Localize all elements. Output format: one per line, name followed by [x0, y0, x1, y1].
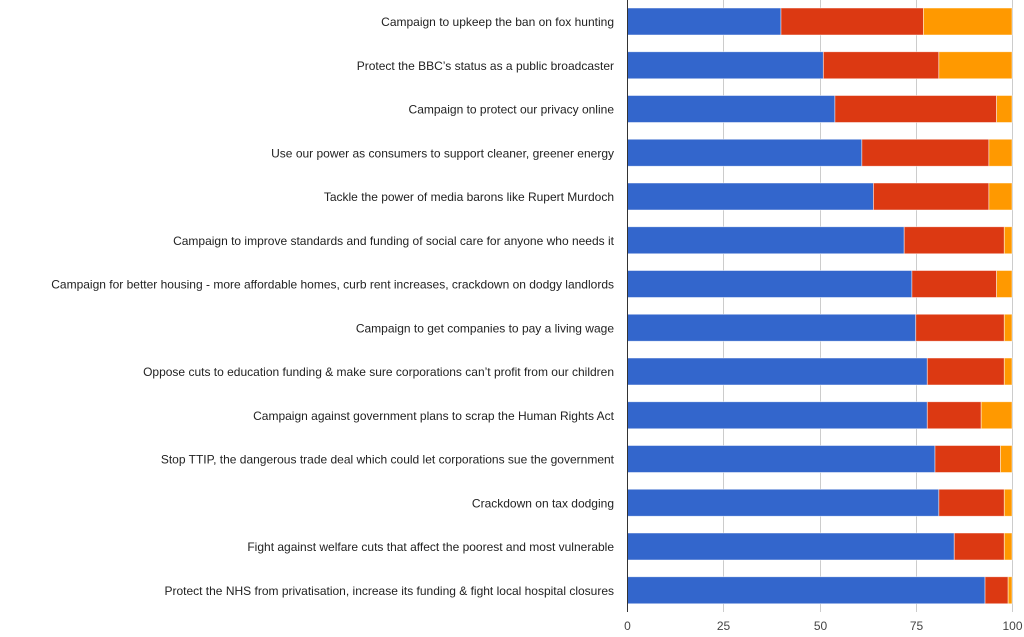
bar-segment-series-2[interactable]: Campaign against government plans to scr… [926, 401, 982, 430]
bar-segment-series-1[interactable]: Campaign to upkeep the ban on fox huntin… [626, 7, 782, 36]
category-label: Tackle the power of media barons like Ru… [324, 190, 614, 204]
bar-segment-series-2[interactable]: Crackdown on tax dodging — Series 2: 17 [938, 488, 1005, 517]
category-label: Campaign to get companies to pay a livin… [356, 321, 614, 335]
category-label: Protect the BBC’s status as a public bro… [357, 59, 614, 73]
category-label: Campaign to improve standards and fundin… [173, 234, 615, 248]
bar-segment-series-3[interactable]: Fight against welfare cuts that affect t… [1003, 532, 1013, 561]
category-label: Use our power as consumers to support cl… [271, 146, 614, 160]
bar-segment-series-3[interactable]: Oppose cuts to education funding & make … [1003, 357, 1013, 386]
bar-segment-series-1[interactable]: Use our power as consumers to support cl… [626, 138, 863, 167]
category-label: Crackdown on tax dodging [472, 496, 614, 510]
x-tick-label: 25 [717, 619, 731, 633]
category-label: Fight against welfare cuts that affect t… [247, 540, 614, 554]
bar-segment-series-3[interactable]: Protect the NHS from privatisation, incr… [1007, 576, 1013, 605]
bar-segment-series-3[interactable]: Campaign to improve standards and fundin… [1003, 226, 1013, 255]
category-label: Campaign against government plans to scr… [253, 409, 615, 423]
bar-segment-series-3[interactable]: Campaign to protect our privacy online —… [996, 95, 1013, 123]
bar-segment-series-2[interactable]: Campaign to improve standards and fundin… [903, 226, 1005, 255]
bar-segment-series-1[interactable]: Campaign for better housing - more affor… [626, 270, 913, 298]
category-label: Stop TTIP, the dangerous trade deal whic… [161, 453, 615, 467]
bars: Campaign to upkeep the ban on fox huntin… [626, 7, 1013, 605]
bar-segment-series-2[interactable]: Fight against welfare cuts that affect t… [953, 532, 1005, 561]
bar-segment-series-2[interactable]: Stop TTIP, the dangerous trade deal whic… [934, 445, 1001, 473]
bar-segment-series-3[interactable]: Stop TTIP, the dangerous trade deal whic… [1000, 445, 1013, 473]
bar-segment-series-1[interactable]: Campaign to improve standards and fundin… [626, 226, 905, 255]
x-tick-label: 0 [624, 619, 631, 633]
bar-segment-series-3[interactable]: Use our power as consumers to support cl… [988, 138, 1013, 167]
bar-segment-series-1[interactable]: Campaign to get companies to pay a livin… [626, 313, 917, 342]
bar-segment-series-2[interactable]: Use our power as consumers to support cl… [861, 138, 990, 167]
bar-segment-series-1[interactable]: Stop TTIP, the dangerous trade deal whic… [626, 445, 936, 473]
category-label: Oppose cuts to education funding & make … [143, 365, 614, 379]
bar-segment-series-3[interactable]: Campaign for better housing - more affor… [996, 270, 1013, 298]
bar-segment-series-1[interactable]: Crackdown on tax dodging — Series 1: 81 [626, 488, 940, 517]
bar-segment-series-3[interactable]: Crackdown on tax dodging — Series 3: 2 [1003, 488, 1013, 517]
category-label: Campaign to upkeep the ban on fox huntin… [381, 15, 614, 29]
bar-segment-series-3[interactable]: Protect the BBC’s status as a public bro… [938, 51, 1013, 80]
bar-segment-series-2[interactable]: Tackle the power of media barons like Ru… [873, 182, 990, 211]
bar-segment-series-3[interactable]: Campaign to upkeep the ban on fox huntin… [923, 7, 1013, 36]
bar-segment-series-1[interactable]: Fight against welfare cuts that affect t… [626, 532, 955, 561]
bar-segment-series-1[interactable]: Campaign against government plans to scr… [626, 401, 928, 430]
x-axis-ticks: 0 25 50 75 100 [624, 619, 1023, 633]
bar-segment-series-3[interactable]: Campaign against government plans to scr… [980, 401, 1013, 430]
bar-segment-series-1[interactable]: Protect the NHS from privatisation, incr… [626, 576, 986, 605]
bar-segment-series-2[interactable]: Campaign to protect our privacy online —… [834, 95, 998, 123]
bar-segment-series-1[interactable]: Oppose cuts to education funding & make … [626, 357, 928, 386]
category-labels: Campaign to upkeep the ban on fox huntin… [51, 15, 614, 598]
x-tick-label: 100 [1002, 619, 1022, 633]
bar-segment-series-2[interactable]: Protect the NHS from privatisation, incr… [984, 576, 1009, 605]
x-tick-label: 50 [814, 619, 828, 633]
x-tick-label: 75 [910, 619, 924, 633]
bar-segment-series-2[interactable]: Campaign to get companies to pay a livin… [915, 313, 1005, 342]
category-label: Protect the NHS from privatisation, incr… [164, 584, 614, 598]
category-label: Campaign for better housing - more affor… [51, 278, 614, 292]
bar-segment-series-3[interactable]: Tackle the power of media barons like Ru… [988, 182, 1013, 211]
category-label: Campaign to protect our privacy online [409, 103, 615, 117]
bar-segment-series-1[interactable]: Protect the BBC’s status as a public bro… [626, 51, 824, 80]
gridlines [723, 0, 1013, 612]
bar-segment-series-2[interactable]: Oppose cuts to education funding & make … [926, 357, 1005, 386]
bar-segment-series-2[interactable]: Protect the BBC’s status as a public bro… [822, 51, 940, 80]
bar-segment-series-1[interactable]: Tackle the power of media barons like Ru… [626, 182, 874, 211]
bar-segment-series-2[interactable]: Campaign to upkeep the ban on fox huntin… [780, 7, 924, 36]
bar-segment-series-3[interactable]: Campaign to get companies to pay a livin… [1003, 313, 1013, 342]
bar-segment-series-2[interactable]: Campaign for better housing - more affor… [911, 270, 998, 298]
bar-segment-series-1[interactable]: Campaign to protect our privacy online —… [626, 95, 836, 123]
